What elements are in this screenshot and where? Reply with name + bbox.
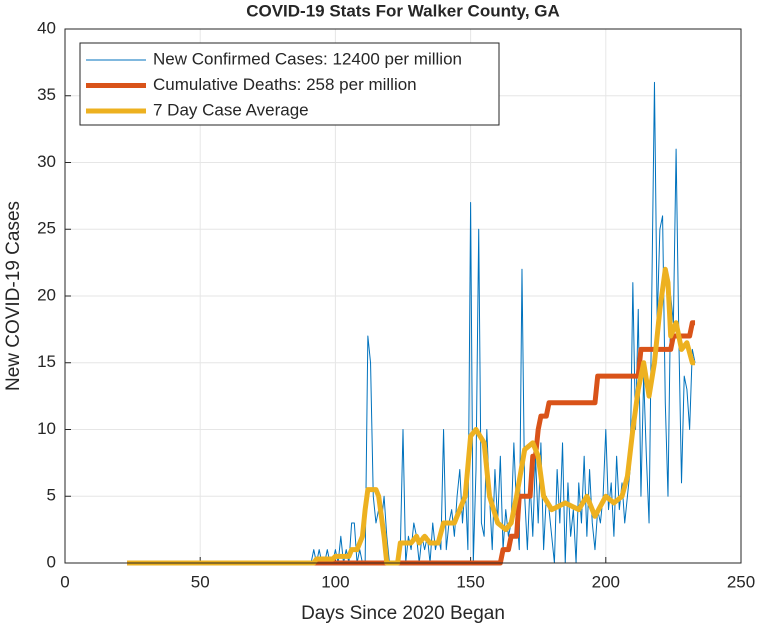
legend-box xyxy=(79,42,500,126)
legend-label: 7 Day Case Average xyxy=(153,100,309,119)
data-line xyxy=(127,320,696,566)
legend-label: Cumulative Deaths: 258 per million xyxy=(153,75,417,94)
y-tick-label: 20 xyxy=(37,285,56,304)
y-tick-label: 40 xyxy=(37,18,56,37)
x-tick-label: 50 xyxy=(191,572,210,591)
y-tick-label: 0 xyxy=(47,552,56,571)
y-tick-label: 30 xyxy=(37,152,56,171)
x-tick-label: 250 xyxy=(727,572,755,591)
y-tick-label: 35 xyxy=(37,85,56,104)
axes-box xyxy=(64,28,742,564)
x-tick-label: 200 xyxy=(592,572,620,591)
y-tick-label: 10 xyxy=(37,419,56,438)
legend: New Confirmed Cases: 12400 per million Cu… xyxy=(79,42,500,126)
y-tick-label: 25 xyxy=(37,219,56,238)
legend-label: New Confirmed Cases: 12400 per million xyxy=(153,49,462,68)
y-tick-label: 5 xyxy=(47,486,56,505)
y-tick-label: 15 xyxy=(37,352,56,371)
x-tick-label: 0 xyxy=(60,572,69,591)
chart-title: COVID-19 Stats For Walker County, GA xyxy=(246,1,560,20)
x-tick-label: 150 xyxy=(456,572,484,591)
x-axis-label: Days Since 2020 Began xyxy=(301,603,505,624)
x-tick-label: 100 xyxy=(321,572,349,591)
y-axis-label: New COVID-19 Cases xyxy=(3,201,24,391)
data-line xyxy=(127,266,696,566)
